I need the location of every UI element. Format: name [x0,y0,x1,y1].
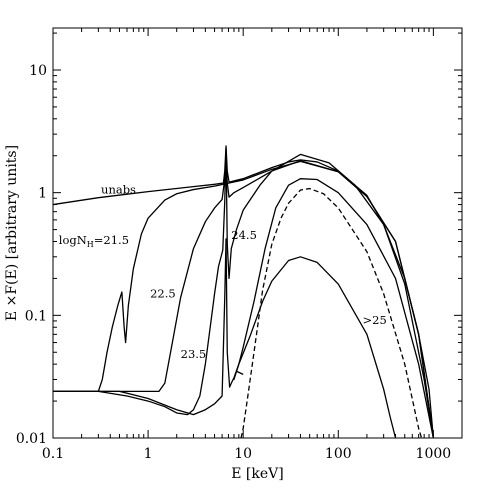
axis-ticks [52,28,463,439]
annotation-nh225: 22.5 [150,286,176,300]
annotation-gt25: >25 [363,313,387,327]
series-line-dashed [240,187,423,439]
annotations: unabs logNH=21.5 22.5 23.5 24.5 >25 [59,183,387,361]
x-tick-labels: 0.1 1 10 100 1000 [42,446,451,462]
series-line-nh235 [53,147,435,439]
plot-frame [52,27,463,439]
series-line-unabs [52,145,435,439]
y-tick-label: 0.01 [16,431,47,447]
annotation-text: 24.5 [231,228,257,242]
x-tick-label: 0.1 [42,446,64,462]
annotation-text: logN [59,233,87,247]
annotation-nh245: 24.5 [231,228,257,242]
y-tick-label: 10 [29,63,47,79]
annotation-nh215: logNH=21.5 [59,233,129,249]
annotation-text: unabs [101,183,136,197]
y-tick-label: 0.1 [25,308,47,324]
y-tick-label: 1 [38,186,47,202]
y-tick-labels: 0.01 0.1 1 10 [16,63,47,447]
annotation-nh235: 23.5 [181,347,207,361]
series-line-gt25 [233,256,397,439]
annotation-text: 22.5 [150,286,176,300]
x-tick-label: 10 [234,446,252,462]
annotation-text: 23.5 [181,347,207,361]
series-layer [52,145,435,439]
annotation-text: >25 [363,313,387,327]
x-tick-label: 1000 [416,446,452,462]
annotation-suffix: =21.5 [94,233,129,247]
x-tick-label: 1 [144,446,153,462]
y-axis-title: E ×F(E) [arbitrary units] [4,145,20,321]
x-axis-title: E [keV] [231,466,283,482]
annotation-unabs: unabs [101,183,136,197]
annotation-subscript: H [87,240,94,249]
x-tick-label: 100 [325,446,352,462]
